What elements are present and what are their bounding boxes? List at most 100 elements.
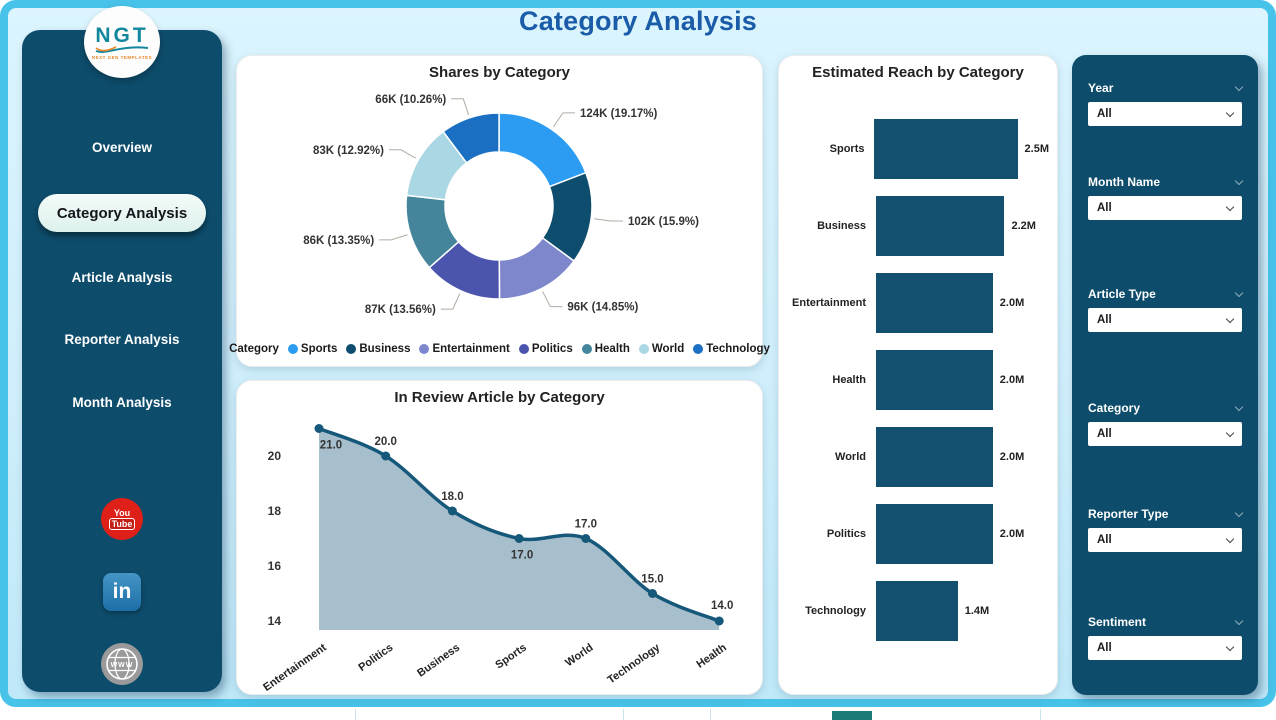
bar-value-label: 2.0M	[999, 527, 1025, 540]
point-entertainment[interactable]	[314, 424, 324, 433]
data-label-business: 18.0	[441, 491, 463, 503]
youtube-icon[interactable]: You Tube	[101, 498, 143, 540]
chevron-down-icon	[1225, 642, 1235, 651]
sidebar-item-overview[interactable]: Overview	[91, 140, 153, 155]
donut-slice-sports[interactable]	[498, 112, 587, 188]
point-health[interactable]	[714, 616, 724, 626]
donut-label-leader	[552, 112, 576, 128]
sidebar-item-article-analysis[interactable]: Article Analysis	[71, 270, 173, 285]
legend-item-entertainment[interactable]: Entertainment	[419, 343, 510, 355]
filter-sentiment-value: All	[1097, 642, 1112, 654]
sidebar-item-category-analysis[interactable]: Category Analysis	[38, 194, 206, 232]
bar-sports[interactable]	[874, 118, 1018, 179]
filter-reporter-type-label: Reporter Type	[1088, 507, 1169, 521]
donut-chart-title: Shares by Category	[429, 64, 570, 81]
x-tick-health: Health	[694, 641, 729, 670]
bar-row-sports: Sports 2.5M	[791, 110, 1049, 187]
linkedin-text: in	[112, 580, 132, 603]
bar-politics[interactable]	[876, 503, 993, 564]
bar-business[interactable]	[876, 195, 1005, 256]
y-tick-14: 14	[268, 614, 282, 628]
bar-technology[interactable]	[876, 580, 958, 641]
point-business[interactable]	[447, 506, 457, 516]
website-globe-icon[interactable]: WWW	[101, 643, 143, 685]
bar-category-label: World	[835, 450, 866, 463]
logo-swoosh-icon	[95, 46, 149, 53]
filter-year-select[interactable]: All	[1088, 102, 1242, 126]
youtube-text-line1: You	[113, 507, 131, 518]
filter-panel: Year All Month Name All Article Type All…	[1072, 55, 1258, 695]
donut-legend: Category Sports Business Entertainment Poli…	[229, 343, 770, 355]
x-tick-sports: Sports	[493, 642, 528, 672]
chevron-down-icon[interactable]	[1234, 402, 1244, 411]
bar-category-label: Business	[817, 219, 866, 232]
chevron-down-icon[interactable]	[1234, 288, 1244, 297]
logo-subtext: NEXT GEN TEMPLATES	[91, 55, 153, 60]
bar-chart: Sports 2.5M Business 2.2M Entertainment 2.0M H…	[791, 110, 1049, 684]
svg-text:WWW: WWW	[111, 662, 134, 669]
filter-category-select[interactable]: All	[1088, 422, 1242, 446]
donut-label-leader	[594, 218, 623, 222]
legend-dot	[638, 344, 649, 354]
filter-article-type-select[interactable]: All	[1088, 308, 1242, 332]
chevron-down-icon[interactable]	[1234, 176, 1244, 185]
point-politics[interactable]	[381, 451, 391, 461]
logo-text: NGT	[95, 24, 149, 47]
bar-value-label: 2.5M	[1024, 142, 1049, 155]
filter-category-label: Category	[1088, 401, 1141, 415]
area-fill	[319, 428, 720, 630]
sidebar-item-month-analysis[interactable]: Month Analysis	[72, 395, 172, 410]
chevron-down-icon[interactable]	[1234, 508, 1244, 517]
point-technology[interactable]	[648, 589, 657, 598]
sidebar-item-reporter-analysis[interactable]: Reporter Analysis	[64, 332, 180, 347]
area-chart: 20 18 16 14 21.0 Entertainment 20.0 Politics 18.…	[261, 424, 733, 694]
point-sports[interactable]	[514, 534, 524, 543]
bar-value-label: 2.2M	[1011, 219, 1036, 232]
legend-item-politics[interactable]: Politics	[518, 343, 573, 355]
legend-dot	[693, 344, 704, 354]
filter-month-name-select[interactable]: All	[1088, 196, 1242, 220]
globe-glyph: WWW	[106, 648, 138, 680]
filter-reporter-type: Reporter Type All	[1088, 507, 1244, 552]
chevron-down-icon[interactable]	[1234, 82, 1244, 91]
data-label-politics: 20.0	[375, 436, 397, 448]
chevron-down-icon[interactable]	[1234, 616, 1244, 625]
y-tick-18: 18	[268, 504, 282, 518]
legend-dot	[518, 344, 529, 354]
donut-label-technology: 66K (10.26%)	[375, 94, 446, 106]
filter-sentiment-select[interactable]: All	[1088, 636, 1242, 660]
bar-world[interactable]	[876, 426, 993, 487]
legend-item-health[interactable]: Health	[581, 343, 630, 355]
chevron-down-icon	[1225, 534, 1235, 543]
legend-dot	[287, 344, 298, 354]
point-world[interactable]	[581, 534, 591, 543]
bar-entertainment[interactable]	[876, 272, 993, 333]
legend-label: World	[651, 343, 685, 355]
legend-item-technology[interactable]: Technology	[693, 343, 770, 355]
legend-item-world[interactable]: World	[638, 343, 685, 355]
data-label-world: 17.0	[575, 519, 597, 531]
estimated-reach-card: Estimated Reach by Category Sports 2.5M Bu…	[778, 55, 1058, 695]
filter-month-name-value: All	[1097, 202, 1112, 214]
bottom-strip	[0, 707, 1276, 720]
x-tick-business: Business	[415, 642, 462, 680]
filter-category-value: All	[1097, 428, 1112, 440]
data-label-health: 14.0	[711, 600, 733, 612]
data-label-technology: 15.0	[641, 574, 663, 586]
bar-row-world: World 2.0M	[791, 418, 1049, 495]
area-chart-title: In Review Article by Category	[394, 389, 605, 406]
bar-category-label: Politics	[826, 527, 866, 540]
donut-label-leader	[379, 234, 408, 241]
linkedin-icon[interactable]: in	[103, 573, 141, 611]
filter-month-name-label: Month Name	[1088, 175, 1160, 189]
legend-item-business[interactable]: Business	[346, 343, 410, 355]
donut-chart: 124K (19.17%) 102K (15.9%) 96K (14.85%) 87K…	[303, 94, 699, 316]
donut-slice-technology[interactable]	[442, 112, 500, 164]
filter-reporter-type-select[interactable]: All	[1088, 528, 1242, 552]
legend-title: Category	[229, 343, 279, 355]
legend-item-sports[interactable]: Sports	[287, 343, 337, 355]
bar-value-label: 2.0M	[999, 373, 1025, 386]
x-tick-politics: Politics	[356, 642, 395, 674]
bar-health[interactable]	[876, 349, 993, 410]
filter-article-type-label: Article Type	[1088, 287, 1156, 301]
